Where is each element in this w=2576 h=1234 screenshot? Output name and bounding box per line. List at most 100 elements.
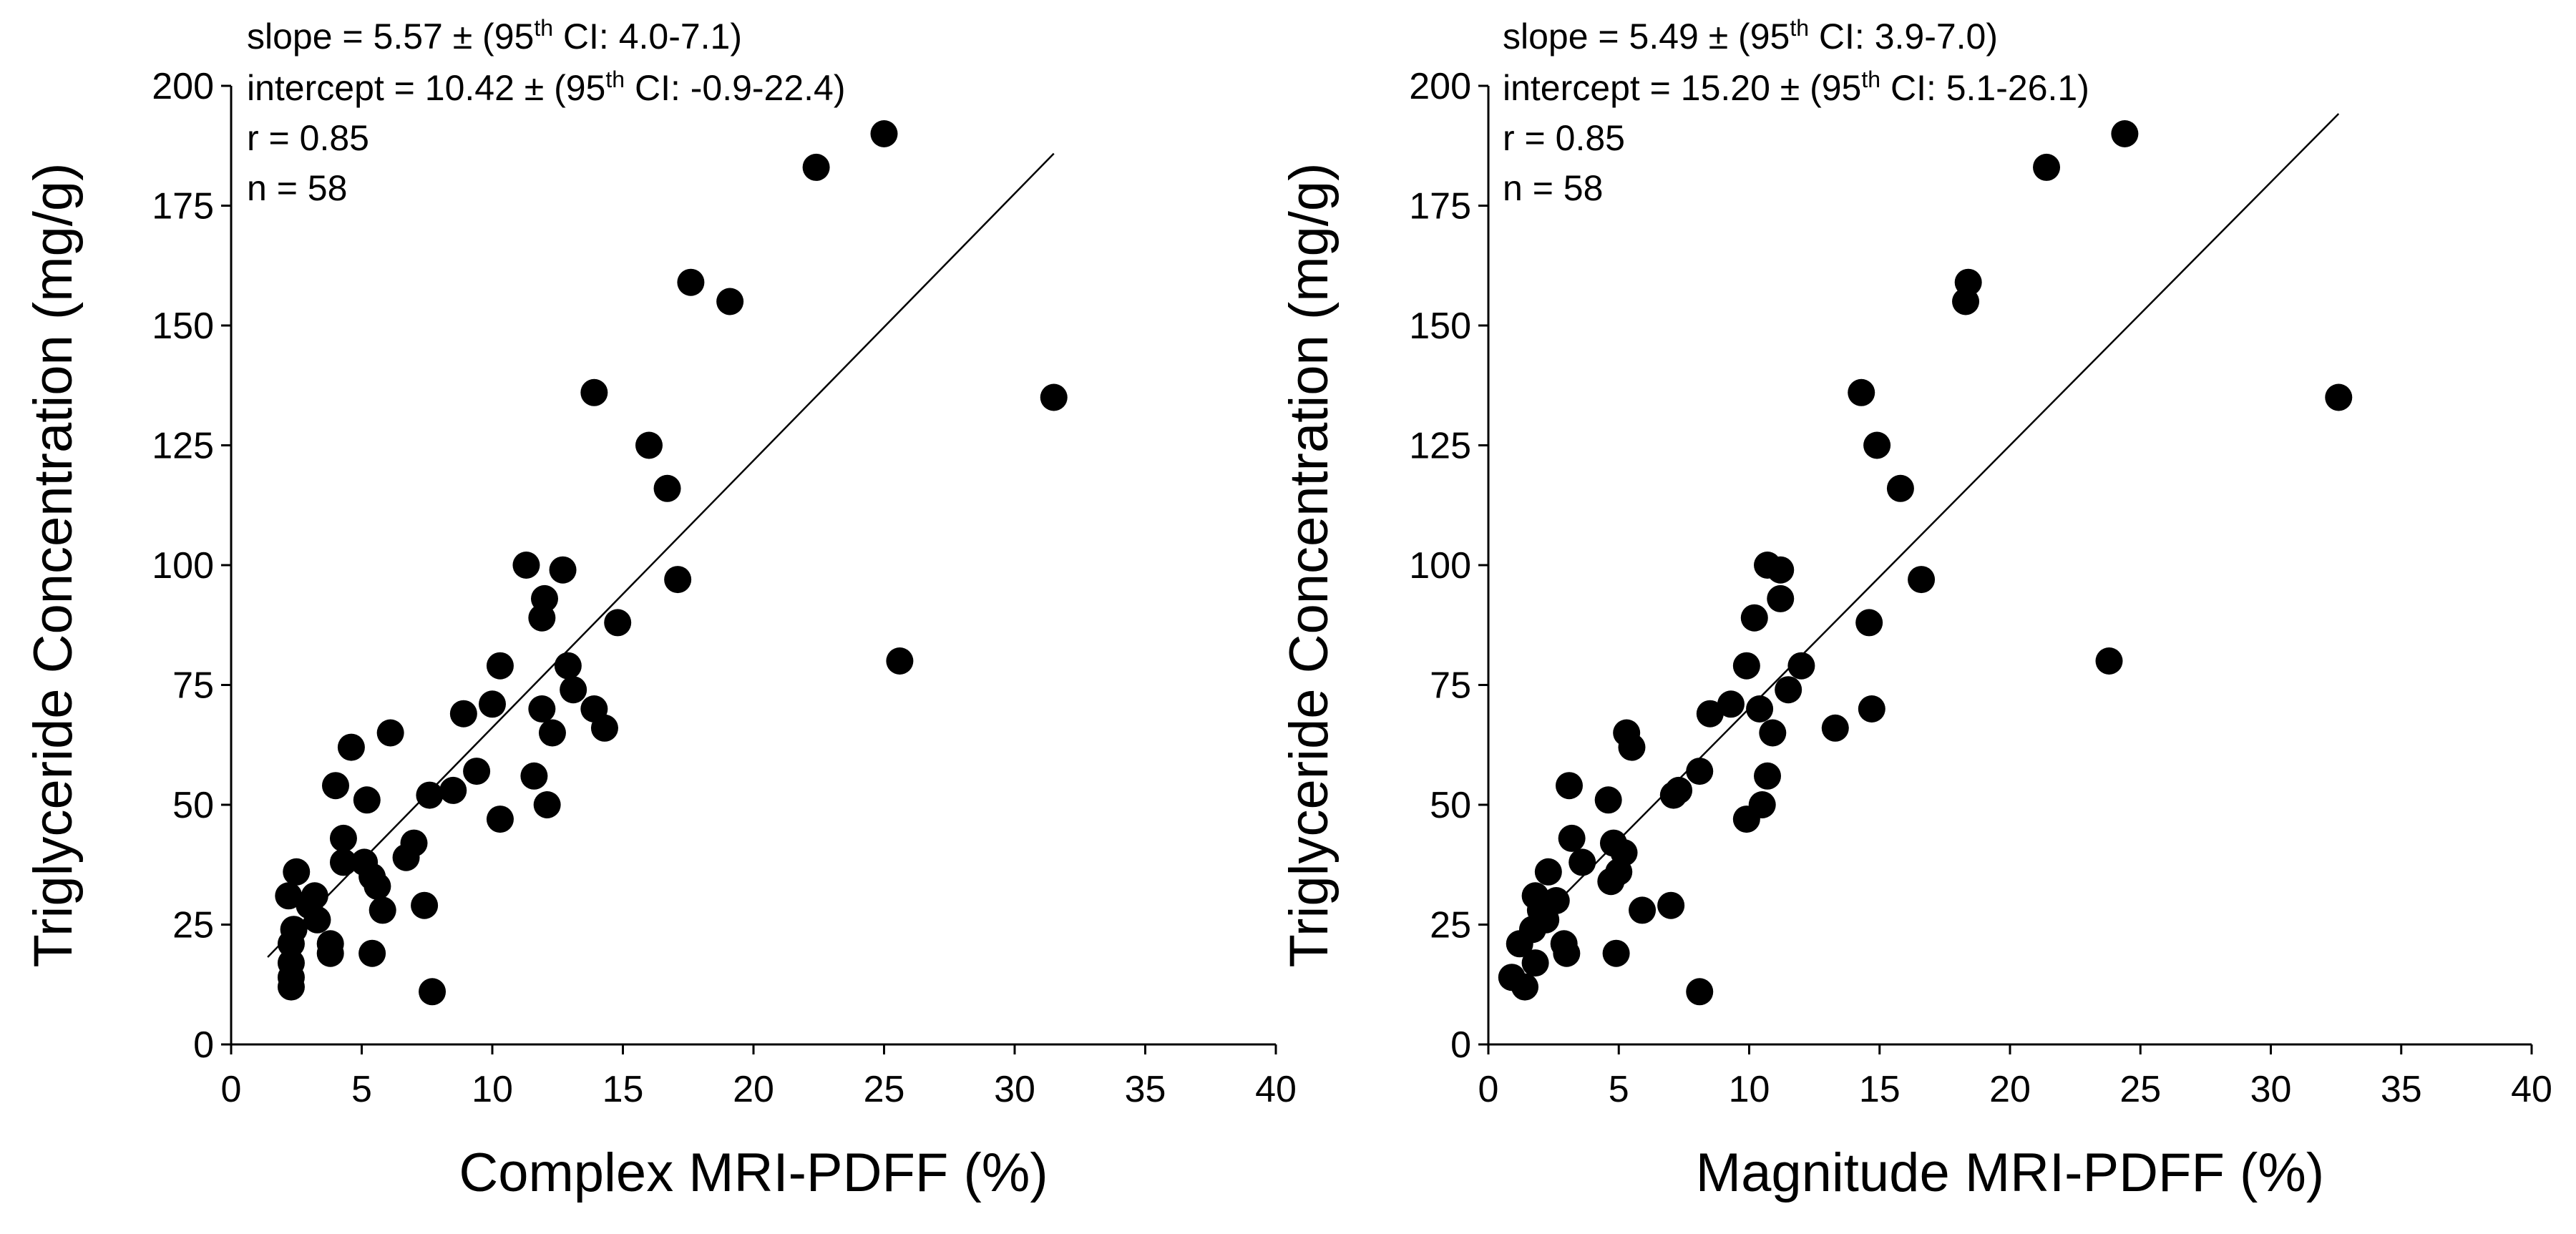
right-data-point xyxy=(1767,556,1795,584)
left-regression-line xyxy=(267,152,1055,958)
right-y-tick-label: 100 xyxy=(1409,545,1471,587)
left-data-point xyxy=(463,758,491,785)
right-x-tick-label: 10 xyxy=(1729,1069,1770,1110)
right-data-point xyxy=(2033,153,2061,181)
right-data-point xyxy=(1602,939,1630,967)
left-x-tick-label: 0 xyxy=(221,1069,242,1110)
left-data-point xyxy=(411,891,439,919)
right-y-tick-label: 175 xyxy=(1409,186,1471,227)
left-data-point xyxy=(664,566,692,594)
left-data-point xyxy=(802,153,830,181)
right-data-point xyxy=(1594,786,1622,814)
left-x-axis-title: Complex MRI-PDFF (%) xyxy=(459,1142,1048,1203)
left-data-point xyxy=(277,949,305,977)
right-data-point xyxy=(1696,700,1724,728)
left-data-point xyxy=(301,882,328,910)
left-x-tick-label: 30 xyxy=(994,1069,1035,1110)
left-x-tick-label: 20 xyxy=(733,1069,774,1110)
right-y-tick-label: 125 xyxy=(1409,426,1471,467)
right-data-point xyxy=(1553,939,1581,967)
right-n-annotation: n = 58 xyxy=(1503,168,1603,208)
right-data-point xyxy=(1748,791,1776,818)
left-y-tick-label: 25 xyxy=(172,905,214,946)
left-y-tick-label: 175 xyxy=(152,186,214,227)
left-slope-annotation: slope = 5.57 ± (95th CI: 4.0-7.1) xyxy=(247,15,742,57)
right-data-point xyxy=(2095,647,2123,675)
right-data-point xyxy=(1686,758,1714,785)
left-data-point xyxy=(653,474,681,502)
left-y-tick-label: 200 xyxy=(152,66,214,107)
right-data-point xyxy=(1787,652,1815,680)
left-data-point xyxy=(580,378,608,406)
left-data-point xyxy=(449,700,477,728)
right-y-tick-label: 50 xyxy=(1430,785,1471,826)
left-data-point xyxy=(369,896,396,924)
left-data-point xyxy=(538,719,566,747)
left-intercept-ci: CI: -0.9-22.4) xyxy=(625,68,845,108)
right-chart-panel: 0 5 10 15 20 25 30 35 40 0255075100125150175200 … xyxy=(1279,15,2552,1203)
left-data-point xyxy=(376,719,404,747)
right-x-axis-title: Magnitude MRI-PDFF (%) xyxy=(1696,1142,2324,1203)
right-data-point xyxy=(1848,378,1875,406)
left-data-point xyxy=(554,652,582,680)
right-data-point xyxy=(1732,652,1760,680)
left-x-tick-label: 25 xyxy=(864,1069,905,1110)
left-r-annotation: r = 0.85 xyxy=(247,118,369,158)
left-x-tick-label: 40 xyxy=(1255,1069,1297,1110)
left-x-tick-label: 5 xyxy=(351,1069,372,1110)
right-intercept-superscript: th xyxy=(1861,67,1880,92)
left-x-tick-label: 15 xyxy=(602,1069,644,1110)
right-data-point xyxy=(1555,772,1583,800)
right-data-point xyxy=(1863,431,1891,459)
left-data-point xyxy=(416,781,444,809)
right-intercept-text: intercept = 15.20 ± (95 xyxy=(1503,68,1861,108)
left-data-point xyxy=(400,829,428,857)
left-data-point xyxy=(486,652,514,680)
right-slope-text: slope = 5.49 ± (95 xyxy=(1503,16,1790,57)
left-y-tick-label: 0 xyxy=(193,1024,214,1066)
left-data-point xyxy=(512,552,540,579)
left-data-point xyxy=(329,848,357,876)
left-data-point xyxy=(716,288,744,315)
right-data-point xyxy=(1610,839,1638,866)
right-y-tick-label: 150 xyxy=(1409,305,1471,347)
left-data-point xyxy=(479,690,506,718)
right-data-point xyxy=(1618,733,1646,761)
left-y-axis-title: Triglyceride Concentration (mg/g) xyxy=(23,163,84,968)
right-slope-superscript: th xyxy=(1790,15,1809,41)
right-x-tick-label: 30 xyxy=(2250,1069,2292,1110)
left-slope-text: slope = 5.57 ± (95 xyxy=(247,16,534,57)
left-x-tick-label: 35 xyxy=(1125,1069,1166,1110)
left-data-point xyxy=(419,978,447,1006)
left-data-point xyxy=(353,786,381,814)
left-intercept-annotation: intercept = 10.42 ± (95th CI: -0.9-22.4) xyxy=(247,67,846,108)
right-data-point xyxy=(1855,609,1883,637)
right-data-point xyxy=(1558,824,1586,852)
left-data-point xyxy=(337,733,365,761)
right-data-point xyxy=(2325,383,2353,411)
right-data-point xyxy=(1568,848,1596,876)
left-y-tick-label: 50 xyxy=(172,785,214,826)
right-data-point xyxy=(1521,949,1549,977)
left-data-point xyxy=(1040,383,1068,411)
left-data-point xyxy=(886,647,914,675)
right-data-point xyxy=(1767,584,1795,612)
left-data-point xyxy=(604,609,632,637)
right-data-point xyxy=(2111,120,2139,147)
right-data-point xyxy=(1886,474,1914,502)
left-data-point xyxy=(358,939,386,967)
right-x-tick-label: 20 xyxy=(1989,1069,2031,1110)
right-data-point xyxy=(1954,268,1982,296)
left-data-point xyxy=(303,906,331,934)
right-x-tick-label: 40 xyxy=(2511,1069,2552,1110)
right-intercept-ci: CI: 5.1-26.1) xyxy=(1880,68,2089,108)
right-data-point xyxy=(1629,896,1657,924)
right-x-ticks: 0 5 10 15 20 25 30 35 40 xyxy=(1478,1044,2552,1110)
right-y-tick-label: 75 xyxy=(1430,665,1471,707)
left-y-tick-label: 100 xyxy=(152,545,214,587)
right-data-point xyxy=(1740,604,1768,632)
right-data-point xyxy=(1665,776,1693,804)
right-data-point xyxy=(1908,566,1936,594)
left-data-point xyxy=(549,556,577,584)
